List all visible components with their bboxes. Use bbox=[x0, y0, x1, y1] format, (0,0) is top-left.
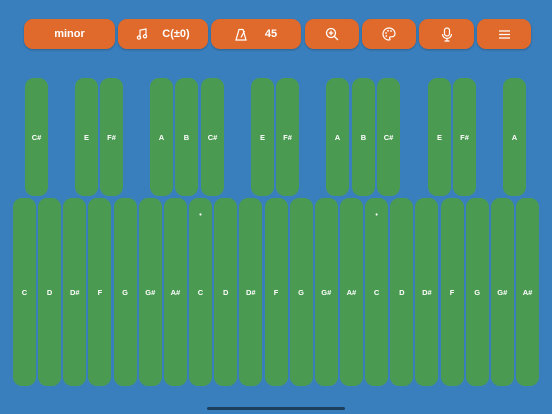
top-row-key[interactable]: E bbox=[251, 78, 274, 196]
bottom-row-key[interactable]: G bbox=[465, 198, 489, 386]
bottom-row-key[interactable]: A# bbox=[163, 198, 187, 386]
key-label: D bbox=[399, 287, 405, 297]
toolbar: minor C(±0) 45 bbox=[0, 0, 552, 70]
home-indicator bbox=[207, 407, 345, 410]
metronome-icon bbox=[235, 28, 247, 41]
bottom-row-key[interactable]: G bbox=[289, 198, 313, 386]
key-label: F# bbox=[283, 132, 292, 142]
key-label: A bbox=[158, 132, 165, 142]
key-label: C bbox=[373, 287, 380, 297]
key-label: C# bbox=[383, 132, 394, 142]
key-label: B bbox=[360, 132, 367, 142]
bottom-row-key[interactable]: D bbox=[390, 198, 414, 386]
bottom-row-key[interactable]: G# bbox=[138, 198, 162, 386]
bottom-row-key[interactable]: D# bbox=[63, 198, 87, 386]
top-row-key[interactable]: A bbox=[326, 78, 349, 196]
key-label: F bbox=[97, 287, 103, 297]
bottom-row-key[interactable]: • C bbox=[365, 198, 389, 386]
bottom-row-key[interactable]: G bbox=[113, 198, 137, 386]
key-label: B bbox=[183, 132, 190, 142]
bottom-row-key[interactable]: D bbox=[38, 198, 62, 386]
bottom-row-key[interactable]: F bbox=[440, 198, 464, 386]
key-label: D bbox=[46, 287, 53, 297]
zoom-button[interactable] bbox=[305, 19, 359, 49]
palette-icon bbox=[382, 27, 396, 41]
key-label: C(±0) bbox=[162, 28, 190, 40]
key-label: G# bbox=[497, 287, 508, 297]
key-label: F# bbox=[107, 132, 116, 142]
bottom-row-key[interactable]: • C bbox=[189, 198, 212, 386]
top-row-key[interactable]: E bbox=[428, 78, 451, 196]
top-row-key[interactable]: C# bbox=[377, 78, 400, 196]
key-label: F# bbox=[460, 132, 469, 142]
key-label: G bbox=[298, 287, 305, 297]
bottom-row-key[interactable]: D bbox=[214, 198, 238, 386]
top-row-key[interactable]: F# bbox=[453, 78, 476, 196]
bottom-row-key[interactable]: F bbox=[264, 198, 288, 386]
bottom-row-key[interactable]: G# bbox=[490, 198, 514, 386]
key-label: A bbox=[511, 132, 518, 142]
top-row-key[interactable]: C# bbox=[25, 78, 48, 196]
key-label: D# bbox=[70, 287, 80, 297]
key-button[interactable]: C(±0) bbox=[118, 19, 208, 49]
key-label: C# bbox=[31, 132, 42, 142]
scale-button[interactable]: minor bbox=[24, 19, 115, 49]
key-label: F bbox=[449, 287, 455, 297]
key-label: A# bbox=[170, 287, 181, 297]
root-marker: • bbox=[375, 212, 378, 219]
bottom-row-key[interactable]: C bbox=[13, 198, 36, 386]
menu-button[interactable] bbox=[477, 19, 531, 49]
key-label: G# bbox=[145, 287, 156, 297]
key-label: D# bbox=[246, 287, 256, 297]
key-label: G# bbox=[321, 287, 332, 297]
key-label: D# bbox=[422, 287, 432, 297]
theme-button[interactable] bbox=[362, 19, 416, 49]
tempo-value: 45 bbox=[264, 28, 278, 40]
top-row-key[interactable]: A bbox=[150, 78, 173, 196]
top-row-key[interactable]: A bbox=[503, 78, 526, 196]
key-label: D bbox=[222, 287, 229, 297]
key-label: C# bbox=[207, 132, 218, 142]
top-row-key[interactable]: F# bbox=[100, 78, 123, 196]
microphone-icon bbox=[441, 26, 453, 42]
bottom-row-key[interactable]: A# bbox=[516, 198, 539, 386]
tempo-button[interactable]: 45 bbox=[211, 19, 301, 49]
top-row-key[interactable]: E bbox=[75, 78, 98, 196]
key-label: G bbox=[122, 287, 129, 297]
zoom-in-icon bbox=[325, 27, 339, 41]
key-label: E bbox=[436, 132, 442, 142]
menu-icon bbox=[498, 29, 510, 39]
key-label: C bbox=[21, 287, 28, 297]
key-label: E bbox=[83, 132, 89, 142]
bottom-row-key[interactable]: D# bbox=[415, 198, 439, 386]
key-label: F bbox=[273, 287, 279, 297]
key-label: C bbox=[197, 287, 204, 297]
key-label: E bbox=[259, 132, 265, 142]
top-row-key[interactable]: B bbox=[352, 78, 375, 196]
key-label: G bbox=[474, 287, 481, 297]
bottom-row-key[interactable]: F bbox=[88, 198, 112, 386]
root-marker: • bbox=[199, 212, 202, 219]
microphone-button[interactable] bbox=[419, 19, 474, 49]
music-note-icon bbox=[136, 28, 148, 40]
scale-label: minor bbox=[54, 28, 85, 40]
key-label: A# bbox=[522, 287, 533, 297]
key-label: A bbox=[334, 132, 341, 142]
top-row-key[interactable]: C# bbox=[201, 78, 224, 196]
top-row-key[interactable]: F# bbox=[276, 78, 299, 196]
bottom-row-key[interactable]: A# bbox=[339, 198, 363, 386]
bottom-row-key[interactable]: G# bbox=[314, 198, 338, 386]
bottom-row-key[interactable]: D# bbox=[239, 198, 263, 386]
key-label: A# bbox=[346, 287, 357, 297]
top-row-key[interactable]: B bbox=[175, 78, 198, 196]
